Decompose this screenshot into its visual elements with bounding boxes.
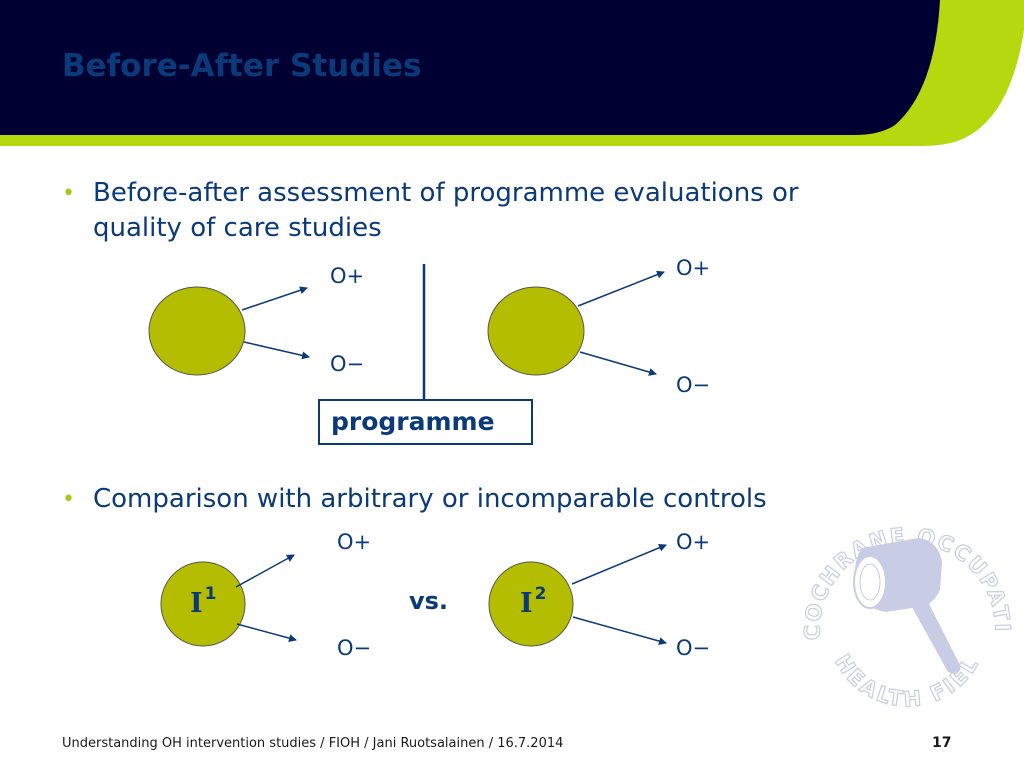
slide-title: Before-After Studies [62,48,422,84]
population-circle-before [148,286,246,376]
header-band [0,0,1024,146]
bullet-dot-icon: • [62,181,75,206]
intervention-circle-2 [488,561,574,647]
bullet-dot-icon: • [62,487,75,512]
intervention-superscript: 2 [534,584,547,604]
outcome-negative-after: O− [676,373,711,397]
page-number: 17 [932,735,952,751]
intervention-letter: I [190,588,203,619]
bullet-1-line-1: Before-after assessment of programme eva… [93,178,799,208]
bullet-2-line-1: Comparison with arbitrary or incomparabl… [93,484,767,514]
outcome-positive-i2: O+ [676,530,711,554]
versus-label: vs. [409,587,449,615]
outcome-negative-i2: O− [676,636,711,660]
footer-text: Understanding OH intervention studies / … [62,736,564,751]
outcome-positive-i1: O+ [337,530,372,554]
outcome-negative-before: O− [330,352,365,376]
outcome-positive-after: O+ [676,256,711,280]
intervention-superscript: 1 [204,584,217,604]
outcome-negative-i1: O− [337,636,372,660]
outcome-positive-before: O+ [330,264,365,288]
intervention-circle-1 [160,561,246,647]
cochrane-watermark-logo-icon: COCHRANE OCCUPATIONAL HEALTH FIELD [790,490,1013,712]
intervention-letter: I [520,588,533,619]
population-circle-after [487,286,585,376]
programme-label-box: programme [318,399,533,445]
bullet-1-line-2: quality of care studies [93,213,382,243]
